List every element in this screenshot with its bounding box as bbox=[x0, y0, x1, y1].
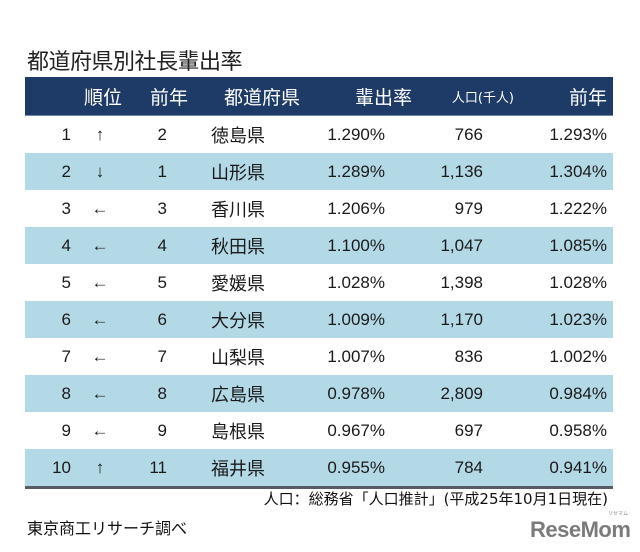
prev-rate-cell: 0.941% bbox=[549, 457, 607, 477]
rate-cell: 0.967% bbox=[327, 420, 385, 440]
rank-cell: 1 bbox=[61, 124, 71, 144]
prev-rate-cell: 1.293% bbox=[549, 124, 607, 144]
prev-rank-cell: 5 bbox=[157, 272, 167, 292]
header-rate: 輩出率 bbox=[354, 86, 412, 109]
table-row: 3 ← 3 香川県 1.206% 979 1.222% bbox=[25, 190, 613, 227]
rank-cell: 5 bbox=[61, 272, 71, 292]
population-cell: 1,136 bbox=[440, 161, 483, 181]
table-row: 7 ← 7 山梨県 1.007% 836 1.002% bbox=[25, 338, 613, 375]
population-cell: 836 bbox=[454, 346, 483, 366]
table-row: 9 ← 9 島根県 0.967% 697 0.958% bbox=[25, 412, 613, 449]
prefecture-cell: 秋田県 bbox=[211, 236, 265, 258]
prev-rate-cell: 1.085% bbox=[549, 235, 607, 255]
table-header: 順位 前年 都道府県 輩出率 人口(千人) 前年 bbox=[25, 77, 613, 116]
prev-rank-cell: 7 bbox=[157, 346, 167, 366]
population-cell: 2,809 bbox=[440, 383, 483, 403]
rate-cell: 1.100% bbox=[327, 235, 385, 255]
prev-rate-cell: 1.002% bbox=[549, 346, 607, 366]
population-cell: 697 bbox=[454, 420, 483, 440]
population-cell: 1,170 bbox=[440, 309, 483, 329]
prev-rank-cell: 3 bbox=[157, 198, 167, 218]
source-credit: 東京商工リサーチ調べ bbox=[27, 519, 188, 538]
prev-rate-cell: 0.984% bbox=[549, 383, 607, 403]
rate-cell: 0.955% bbox=[327, 457, 385, 477]
header-population: 人口(千人) bbox=[451, 90, 514, 106]
header-prefecture: 都道府県 bbox=[223, 86, 300, 109]
trend-arrow-icon: ↓ bbox=[95, 161, 105, 181]
header-prev-rate: 前年 bbox=[568, 86, 607, 109]
prev-rate-cell: 1.023% bbox=[549, 309, 607, 329]
prefecture-cell: 福井県 bbox=[211, 458, 265, 480]
population-cell: 979 bbox=[454, 198, 483, 218]
prev-rank-cell: 11 bbox=[149, 457, 167, 477]
trend-arrow-icon: ← bbox=[91, 272, 109, 292]
prev-rank-cell: 4 bbox=[157, 235, 167, 255]
resemom-logo: ReseMom bbox=[530, 517, 631, 542]
prev-rate-cell: 1.028% bbox=[549, 272, 607, 292]
prefecture-cell: 山梨県 bbox=[211, 347, 265, 369]
rate-cell: 1.009% bbox=[327, 309, 385, 329]
trend-arrow-icon: ← bbox=[91, 346, 109, 366]
prev-rank-cell: 8 bbox=[157, 383, 167, 403]
table-row: 2 ↓ 1 山形県 1.289% 1,136 1.304% bbox=[25, 153, 613, 190]
prev-rate-cell: 1.222% bbox=[549, 198, 607, 218]
table-title: 都道府県別社長輩出率 bbox=[27, 50, 243, 75]
rank-cell: 10 bbox=[52, 457, 71, 477]
prev-rank-cell: 6 bbox=[157, 309, 167, 329]
rate-cell: 1.289% bbox=[327, 161, 385, 181]
trend-arrow-icon: ← bbox=[91, 420, 109, 440]
population-cell: 766 bbox=[454, 124, 483, 144]
trend-arrow-icon: ← bbox=[91, 198, 109, 218]
prefecture-cell: 香川県 bbox=[211, 199, 265, 221]
table-row: 1 ↑ 2 徳島県 1.290% 766 1.293% bbox=[25, 116, 613, 153]
prev-rank-cell: 2 bbox=[157, 124, 167, 144]
ranking-table: 順位 前年 都道府県 輩出率 人口(千人) 前年 1 ↑ 2 徳島県 1.290% 766… bbox=[25, 77, 613, 489]
prefecture-cell: 大分県 bbox=[211, 310, 265, 332]
rank-cell: 3 bbox=[61, 198, 71, 218]
trend-arrow-icon: ↑ bbox=[95, 457, 105, 477]
prefecture-cell: 広島県 bbox=[211, 384, 265, 406]
prefecture-cell: 徳島県 bbox=[211, 125, 265, 147]
rank-cell: 4 bbox=[61, 235, 71, 255]
population-note: 人口：総務省「人口推計」(平成25年10月1日現在) bbox=[263, 490, 608, 508]
prev-rank-cell: 9 bbox=[157, 420, 167, 440]
population-cell: 1,398 bbox=[440, 272, 483, 292]
header-rank: 順位 bbox=[83, 86, 122, 109]
rate-cell: 1.290% bbox=[327, 124, 385, 144]
rank-cell: 6 bbox=[61, 309, 71, 329]
prev-rank-cell: 1 bbox=[157, 161, 167, 181]
prev-rate-cell: 1.304% bbox=[549, 161, 607, 181]
trend-arrow-icon: ← bbox=[91, 309, 109, 329]
rate-cell: 1.028% bbox=[327, 272, 385, 292]
trend-arrow-icon: ↑ bbox=[95, 124, 105, 144]
table-row: 8 ← 8 広島県 0.978% 2,809 0.984% bbox=[25, 375, 613, 412]
rate-cell: 1.007% bbox=[327, 346, 385, 366]
prefecture-cell: 島根県 bbox=[211, 421, 265, 443]
rank-cell: 2 bbox=[61, 161, 71, 181]
prev-rate-cell: 0.958% bbox=[549, 420, 607, 440]
rank-cell: 7 bbox=[61, 346, 71, 366]
rank-cell: 9 bbox=[61, 420, 71, 440]
prefecture-cell: 山形県 bbox=[211, 162, 265, 184]
logo-ruby: リセマム bbox=[608, 511, 629, 517]
table-bottom-rule bbox=[25, 486, 613, 489]
prefecture-cell: 愛媛県 bbox=[211, 273, 265, 295]
rate-cell: 0.978% bbox=[327, 383, 385, 403]
rate-cell: 1.206% bbox=[327, 198, 385, 218]
trend-arrow-icon: ← bbox=[91, 383, 109, 403]
table-row: 6 ← 6 大分県 1.009% 1,170 1.023% bbox=[25, 301, 613, 338]
table-row: 4 ← 4 秋田県 1.100% 1,047 1.085% bbox=[25, 227, 613, 264]
header-prev-rank: 前年 bbox=[149, 86, 188, 109]
table-row: 5 ← 5 愛媛県 1.028% 1,398 1.028% bbox=[25, 264, 613, 301]
rank-cell: 8 bbox=[61, 383, 71, 403]
population-cell: 784 bbox=[454, 457, 483, 477]
trend-arrow-icon: ← bbox=[91, 235, 109, 255]
table-row: 10 ↑ 11 福井県 0.955% 784 0.941% bbox=[25, 449, 613, 486]
population-cell: 1,047 bbox=[440, 235, 483, 255]
